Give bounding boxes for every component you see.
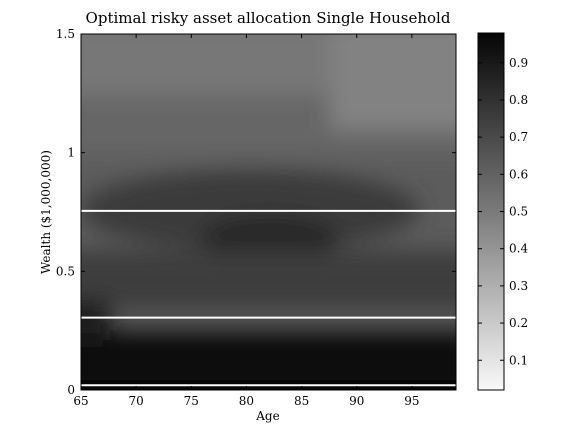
x-tick-label-2: 75 — [184, 394, 199, 408]
chart-title: Optimal risky asset allocation Single Ho… — [86, 9, 451, 27]
colorbar-tick-label-8: 0.9 — [509, 56, 528, 70]
heatmap-mid-band — [81, 250, 456, 310]
x-tick-label-1: 70 — [129, 394, 144, 408]
plot-frame — [80, 33, 457, 391]
plot-area: 65 70 75 80 85 90 95 0 0.5 1 1.5 — [56, 27, 457, 408]
x-tick-label-5: 90 — [349, 394, 364, 408]
heatmap-dark-core — [200, 216, 340, 260]
y-tick-label-1: 0.5 — [56, 264, 75, 278]
colorbar: 0.1 0.2 0.3 0.4 0.5 0.6 0.7 0.8 0.9 — [477, 32, 528, 391]
heatmap-field — [81, 34, 456, 390]
allocation-threshold-lines — [81, 209, 456, 387]
x-axis-ticks: 65 70 75 80 85 90 95 — [73, 34, 420, 408]
y-tick-label-2: 1 — [67, 146, 75, 160]
x-tick-label-6: 95 — [404, 394, 419, 408]
y-tick-label-3: 1.5 — [56, 27, 75, 41]
y-tick-label-0: 0 — [67, 383, 75, 397]
x-axis-label: Age — [255, 409, 279, 423]
colorbar-tick-label-0: 0.1 — [509, 353, 528, 367]
colorbar-tick-label-3: 0.4 — [509, 242, 528, 256]
x-tick-label-0: 65 — [73, 394, 88, 408]
x-tick-label-3: 80 — [239, 394, 254, 408]
heatmap-band-top-right — [330, 34, 456, 130]
colorbar-tick-label-4: 0.5 — [509, 205, 528, 219]
colorbar-tick-label-1: 0.2 — [509, 316, 528, 330]
y-axis-ticks: 0 0.5 1 1.5 — [56, 27, 456, 397]
colorbar-tick-label-5: 0.6 — [509, 167, 528, 181]
colorbar-tick-label-7: 0.8 — [509, 93, 528, 107]
colorbar-tick-label-6: 0.7 — [509, 130, 528, 144]
y-axis-label: Wealth ($1,000,000) — [39, 150, 53, 274]
colorbar-tick-label-2: 0.3 — [509, 279, 528, 293]
colorbar-ticks: 0.1 0.2 0.3 0.4 0.5 0.6 0.7 0.8 0.9 — [478, 56, 528, 367]
heatmap-left-edge — [81, 300, 110, 340]
x-tick-label-4: 85 — [294, 394, 309, 408]
